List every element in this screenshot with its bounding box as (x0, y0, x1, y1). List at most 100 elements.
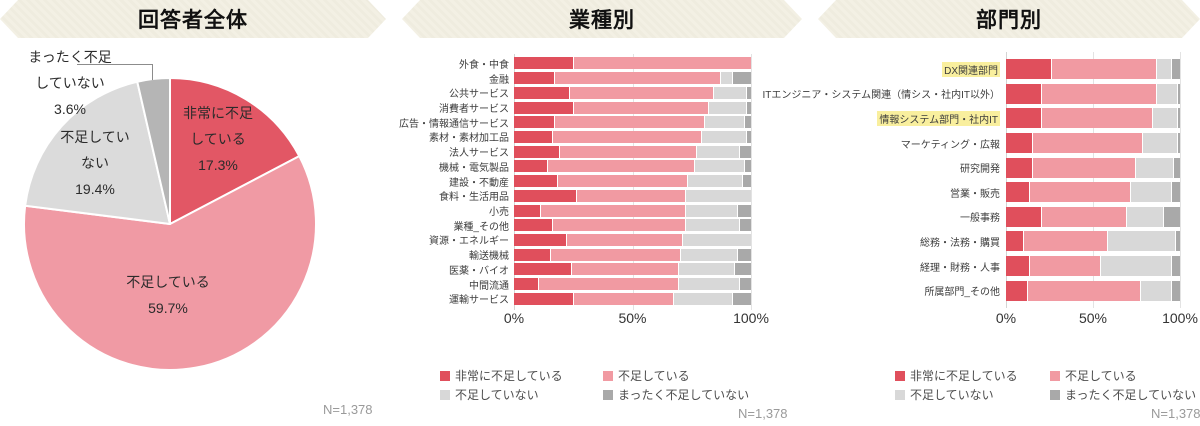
legend-label: 不足している (618, 369, 690, 383)
bar-segment (1040, 108, 1153, 129)
bar-segment (736, 248, 751, 261)
bar-segment (746, 101, 751, 114)
bar-segment (1026, 280, 1140, 301)
bar-row: 総務・法務・購買 (796, 229, 1180, 254)
legend-item: 不足していない (895, 386, 1050, 403)
bar-segment (514, 219, 552, 232)
bar-segment (1006, 182, 1029, 203)
legend-item: 非常に不足している (895, 367, 1050, 384)
bar-segment (514, 263, 571, 276)
bar-category-label: 素材・素材加工品 (429, 133, 509, 145)
stacked-bar (514, 263, 751, 276)
bar-segment (1176, 108, 1180, 129)
bar-segment (684, 219, 740, 232)
bar-segment (1040, 83, 1156, 104)
legend-label: 非常に不足している (455, 369, 563, 383)
bar-segment (1171, 256, 1180, 277)
overall-pie-chart (23, 77, 317, 371)
legend-item: 不足している (603, 367, 749, 384)
bar-category-label: 法人サービス (449, 148, 509, 160)
bar-segment (514, 204, 541, 217)
bar-segment (684, 204, 737, 217)
bar-segment (1006, 108, 1041, 129)
legend-item: 不足している (1050, 367, 1196, 384)
bar-segment (720, 72, 733, 85)
stacked-bar (1006, 256, 1180, 277)
bar-category-label: 公共サービス (449, 89, 509, 101)
bar-row: 消費者サービス (400, 100, 752, 115)
bar-category-label: 消費者サービス (439, 104, 509, 116)
sample-size-department: N=1,378 (1151, 406, 1200, 421)
stacked-bar (1006, 280, 1180, 301)
bar-segment (743, 160, 751, 173)
stacked-bar (1006, 83, 1180, 104)
bar-segment (734, 263, 751, 276)
bar-segment (739, 278, 751, 291)
bar-segment (575, 189, 685, 202)
bar-segment (746, 86, 751, 99)
bar-segment (1028, 256, 1100, 277)
bar-segment (1099, 256, 1172, 277)
bar-segment (573, 292, 673, 305)
bar-segment (514, 233, 567, 246)
stacked-bar (514, 292, 751, 305)
bar-row: 情報システム部門・社内IT (796, 106, 1180, 131)
panel-header-overall: 回答者全体 (0, 0, 386, 38)
bar-segment (514, 278, 538, 291)
bar-category-label: 営業・販売 (950, 188, 1000, 200)
bar-row: 所属部門_その他 (796, 278, 1180, 303)
bar-segment (732, 292, 751, 305)
bar-segment (701, 130, 747, 143)
bar-row: 経理・財務・人事 (796, 254, 1180, 279)
bar-category-label: マーケティング・広報 (900, 139, 1000, 151)
bar-row: 運輸サービス (400, 292, 752, 306)
legend-label: 不足していない (455, 388, 539, 402)
department-legend: 非常に不足している 不足している 不足していない まったく不足していない (895, 366, 1196, 404)
x-axis-tick: 100% (733, 310, 769, 326)
stacked-bar (1006, 206, 1180, 227)
bar-segment (514, 86, 569, 99)
bar-segment (570, 263, 678, 276)
bar-category-label: DX関連部門 (796, 61, 1006, 77)
stacked-bar (514, 101, 751, 114)
bar-segment (739, 145, 751, 158)
bar-segment (1171, 280, 1180, 301)
stacked-bar (514, 175, 751, 188)
bar-row: DX関連部門 (796, 57, 1180, 82)
bar-segment (1129, 182, 1172, 203)
bar-segment (677, 278, 740, 291)
bar-segment (694, 160, 744, 173)
bar-row: 建設・不動産 (400, 174, 752, 189)
bar-row: 金融 (400, 71, 752, 86)
bar-segment (559, 145, 697, 158)
bar-segment (1139, 280, 1172, 301)
bar-category-label: 総務・法務・購買 (920, 237, 1000, 249)
bar-segment (1028, 182, 1130, 203)
stacked-bar (1006, 108, 1180, 129)
legend-swatch (1050, 389, 1060, 400)
bar-segment (677, 263, 735, 276)
bar-segment (573, 57, 751, 70)
gridline (1093, 52, 1094, 308)
stacked-bar (514, 86, 751, 99)
bar-row: 外食・中食 (400, 56, 752, 71)
bar-category-label: 金融 (489, 74, 509, 86)
stacked-bar (1006, 59, 1180, 80)
bar-category-label: 業種_その他 (453, 221, 509, 233)
legend-item: まったく不足していない (603, 386, 749, 403)
bar-segment (549, 248, 680, 261)
bar-segment (1173, 157, 1180, 178)
bar-segment (1171, 59, 1180, 80)
legend-swatch (895, 389, 905, 400)
bar-row: ITエンジニア・システム関連（情シス・社内IT以外） (763, 82, 1180, 107)
panel-header-department: 部門別 (818, 0, 1200, 38)
legend-swatch (895, 370, 905, 381)
bar-segment (708, 101, 747, 114)
legend-label: 不足していない (910, 388, 994, 402)
bar-segment (1006, 133, 1033, 154)
bar-segment (514, 57, 574, 70)
panel-title-overall: 回答者全体 (138, 9, 248, 32)
bar-segment (1006, 206, 1041, 227)
bar-segment (1106, 231, 1175, 252)
